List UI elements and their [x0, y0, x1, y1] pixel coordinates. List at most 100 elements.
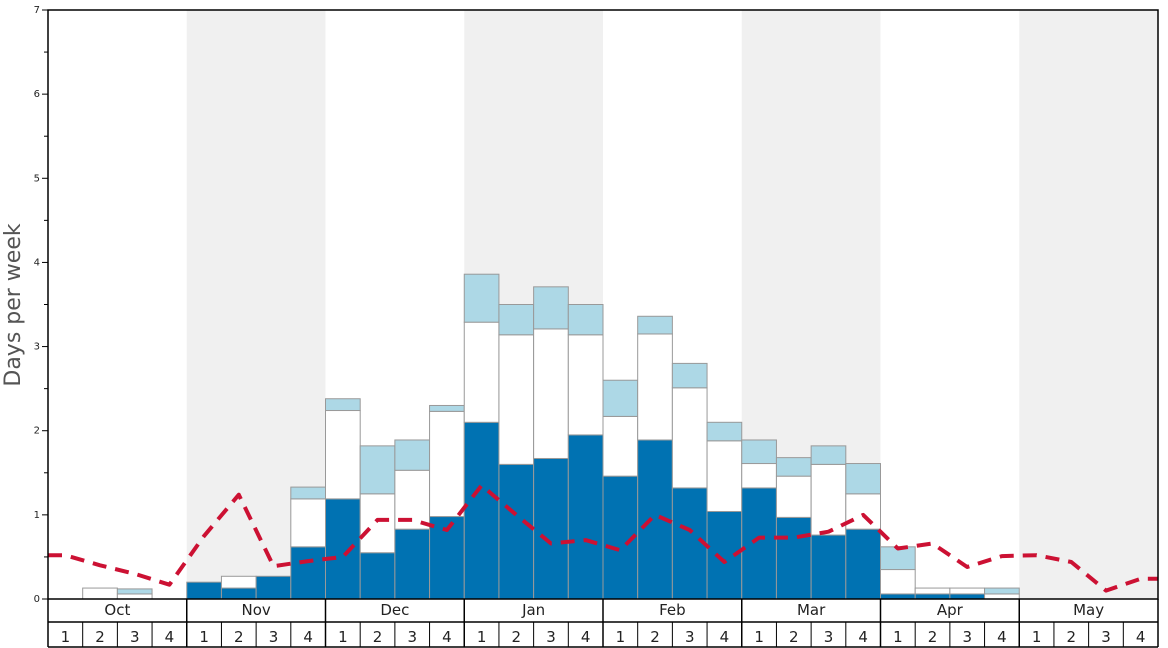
bar-s1-15	[567, 334, 604, 436]
bar-s2-19	[706, 421, 743, 442]
week-label-21: 2	[789, 628, 799, 646]
bar-s2-2	[116, 588, 153, 595]
bar-s1-1	[82, 587, 118, 600]
bar-s1-9	[359, 493, 396, 554]
bar-s2-22	[810, 445, 847, 465]
week-label-24: 1	[893, 628, 903, 646]
y-tick-label-0: 0	[34, 594, 40, 605]
bar-s2-20	[741, 439, 777, 465]
month-label-dec: Dec	[380, 601, 409, 619]
bar-s1-8	[325, 410, 361, 500]
week-label-15: 4	[581, 628, 591, 646]
week-label-10: 3	[407, 628, 417, 646]
week-label-28: 1	[1032, 628, 1042, 646]
week-label-29: 2	[1067, 628, 1077, 646]
week-label-5: 2	[234, 628, 244, 646]
bar-s0-21	[775, 516, 812, 600]
bar-s0-15	[567, 434, 604, 600]
week-label-27: 4	[997, 628, 1007, 646]
bar-s1-17	[637, 333, 673, 441]
bar-s0-18	[671, 487, 708, 600]
bar-s2-8	[325, 398, 361, 412]
bar-s1-22	[810, 463, 847, 536]
bar-s0-9	[359, 552, 396, 600]
month-shade-may	[1019, 10, 1158, 599]
bar-s2-14	[533, 286, 569, 330]
week-label-9: 2	[373, 628, 383, 646]
bar-s0-20	[741, 487, 777, 600]
month-label-may: May	[1073, 601, 1104, 619]
bar-s1-26	[949, 587, 986, 595]
bar-s0-23	[845, 528, 881, 600]
bar-s2-9	[359, 445, 396, 495]
bar-s1-2	[116, 593, 153, 600]
bar-s0-26	[949, 593, 986, 600]
average-line-path	[48, 483, 1158, 593]
bar-s0-8	[325, 498, 361, 600]
bar-s1-12	[463, 321, 500, 423]
week-label-8: 1	[338, 628, 348, 646]
week-label-20: 1	[754, 628, 764, 646]
bar-s1-21	[775, 475, 812, 518]
bar-s0-10	[394, 528, 431, 600]
bar-s0-4	[186, 581, 222, 600]
month-label-nov: Nov	[241, 601, 270, 619]
bar-s1-16	[602, 415, 639, 477]
y-tick-label-6: 6	[34, 89, 40, 100]
month-label-jan: Jan	[521, 601, 545, 619]
week-label-0: 1	[61, 628, 71, 646]
bar-s0-12	[463, 421, 500, 600]
month-label-oct: Oct	[104, 601, 130, 619]
bar-s0-13	[498, 463, 535, 600]
week-label-18: 3	[685, 628, 695, 646]
bar-s2-21	[775, 457, 812, 477]
week-label-26: 3	[962, 628, 972, 646]
y-tick-label-5: 5	[34, 173, 40, 184]
week-label-14: 3	[546, 628, 556, 646]
week-label-4: 1	[199, 628, 209, 646]
month-label-feb: Feb	[659, 601, 686, 619]
bar-s2-15	[567, 304, 604, 336]
week-label-6: 3	[269, 628, 279, 646]
y-tick-label-1: 1	[34, 510, 40, 521]
week-label-2: 3	[130, 628, 140, 646]
bar-s2-23	[845, 463, 881, 495]
week-label-19: 4	[720, 628, 730, 646]
bar-s2-7	[290, 486, 326, 500]
week-label-25: 2	[928, 628, 938, 646]
bar-s0-6	[255, 575, 292, 600]
bar-s1-14	[533, 328, 569, 459]
bar-s2-27	[984, 587, 1020, 595]
y-tick-label-4: 4	[34, 257, 40, 268]
y-tick-label-3: 3	[34, 342, 40, 353]
week-label-30: 3	[1101, 628, 1111, 646]
bar-s0-5	[220, 587, 257, 600]
y-tick-label-2: 2	[34, 426, 40, 437]
bar-s1-19	[706, 440, 743, 512]
axis-labels: 0 1 2 3 4 5 6 7 Days per week Oct Nov Dec Jan Feb Mar A…	[1, 5, 1145, 646]
bar-s2-18	[671, 362, 708, 389]
week-label-13: 2	[512, 628, 522, 646]
week-label-12: 1	[477, 628, 487, 646]
bar-s1-23	[845, 493, 881, 530]
bar-s2-16	[602, 379, 639, 417]
bar-s0-25	[914, 593, 951, 600]
bar-s2-12	[463, 273, 500, 323]
bar-s0-24	[880, 593, 916, 600]
bar-s2-17	[637, 315, 673, 335]
bar-s1-7	[290, 498, 326, 548]
bar-s1-20	[741, 463, 777, 489]
week-label-22: 3	[824, 628, 834, 646]
bar-s2-13	[498, 304, 535, 336]
bar-s0-7	[290, 546, 326, 600]
week-label-16: 1	[616, 628, 626, 646]
bar-s1-11	[429, 410, 465, 518]
bar-s0-22	[810, 534, 847, 600]
y-tick-label-7: 7	[34, 5, 40, 16]
month-label-mar: Mar	[797, 601, 826, 619]
week-label-3: 4	[165, 628, 175, 646]
average-line	[48, 483, 1158, 593]
week-label-31: 4	[1136, 628, 1146, 646]
